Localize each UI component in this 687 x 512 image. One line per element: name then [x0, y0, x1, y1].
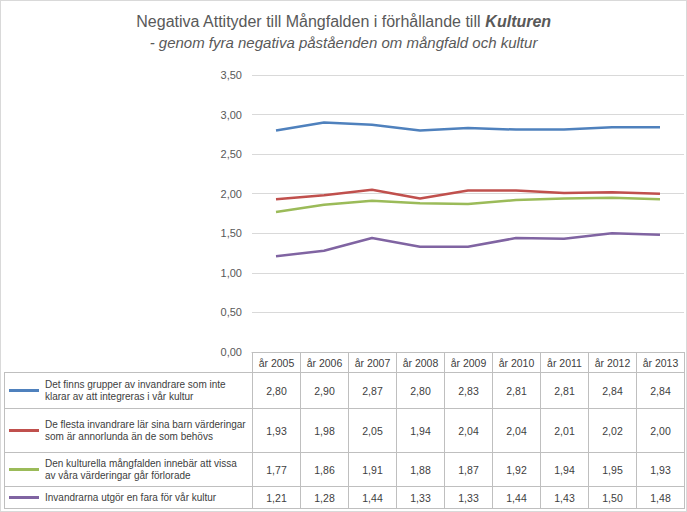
html-text:1,93: 1,93 [266, 424, 287, 437]
html-text:2,84: 2,84 [602, 384, 623, 397]
html-text:1,91: 1,91 [362, 463, 383, 476]
svg-text:0,00: 0,00 [220, 346, 242, 358]
html-text:2,84: 2,84 [650, 384, 671, 397]
html-text:Det finns grupper av invandrar: Det finns grupper av invandrare som inte… [45, 379, 226, 402]
svg-text:1,00: 1,00 [221, 267, 242, 279]
svg-text:3,00: 3,00 [221, 109, 242, 121]
svg-text:- genom fyra negativa påståend: - genom fyra negativa påståenden om mång… [150, 34, 539, 51]
html-text:1,94: 1,94 [554, 463, 575, 476]
html-text:1,33: 1,33 [458, 491, 479, 504]
svg-text:Negativa Attityder till Mångfa: Negativa Attityder till Mångfalden i för… [136, 13, 485, 30]
html-text:1,88: 1,88 [410, 463, 431, 476]
html-text:år 2007: år 2007 [354, 356, 391, 369]
svg-text:2,00: 2,00 [221, 188, 242, 200]
html-text:1,28: 1,28 [314, 491, 335, 504]
html-text:2,00: 2,00 [650, 424, 671, 437]
html-text:år 2009: år 2009 [450, 356, 487, 369]
html-text:2,04: 2,04 [458, 424, 479, 437]
html-text:1,93: 1,93 [650, 463, 671, 476]
html-text:2,81: 2,81 [554, 384, 575, 397]
html-text:2,01: 2,01 [554, 424, 575, 437]
html-text:1,48: 1,48 [650, 491, 671, 504]
html-text:1,95: 1,95 [602, 463, 623, 476]
html-text:1,92: 1,92 [506, 463, 527, 476]
html-text:1,43: 1,43 [554, 491, 575, 504]
html-text:2,90: 2,90 [314, 384, 335, 397]
html-text:2,80: 2,80 [410, 384, 431, 397]
svg-text:3,50: 3,50 [221, 69, 242, 81]
html-text:Invandrarna utgör en fara för: Invandrarna utgör en fara för vår kultur [45, 491, 217, 503]
html-text:år 2012: år 2012 [594, 356, 631, 369]
html-text:år 2008: år 2008 [402, 356, 439, 369]
svg-text:Kulturen: Kulturen [485, 13, 551, 30]
svg-text:1,50: 1,50 [221, 227, 242, 239]
html-text:1,87: 1,87 [458, 463, 479, 476]
html-text:år 2011: år 2011 [547, 356, 582, 369]
html-text:2,83: 2,83 [458, 384, 479, 397]
html-text:1,86: 1,86 [314, 463, 335, 476]
html-text:1,50: 1,50 [602, 491, 623, 504]
html-text:år 2005: år 2005 [258, 356, 295, 369]
html-text:år 2010: år 2010 [498, 356, 535, 369]
html-text:2,81: 2,81 [506, 384, 527, 397]
html-text:De flesta invandrare lär sina: De flesta invandrare lär sina barn värde… [45, 419, 246, 442]
html-text:1,77: 1,77 [266, 463, 287, 476]
html-text:2,02: 2,02 [602, 424, 623, 437]
svg-text:0,50: 0,50 [221, 306, 242, 318]
html-text:1,21: 1,21 [266, 491, 287, 504]
html-text:2,80: 2,80 [266, 384, 287, 397]
svg-text:2,50: 2,50 [221, 148, 242, 160]
html-text:2,87: 2,87 [362, 384, 383, 397]
html-text:1,44: 1,44 [506, 491, 527, 504]
html-text:1,98: 1,98 [314, 424, 335, 437]
html-text:år 2013: år 2013 [642, 356, 679, 369]
html-text:1,94: 1,94 [410, 424, 431, 437]
html-text:2,04: 2,04 [506, 424, 527, 437]
html-text:år 2006: år 2006 [306, 356, 343, 369]
html-text:Den kulturella mångfalden inne: Den kulturella mångfalden innebär att vi… [45, 458, 237, 481]
html-text:1,33: 1,33 [410, 491, 431, 504]
html-text:1,44: 1,44 [362, 491, 383, 504]
html-text:2,05: 2,05 [362, 424, 383, 437]
